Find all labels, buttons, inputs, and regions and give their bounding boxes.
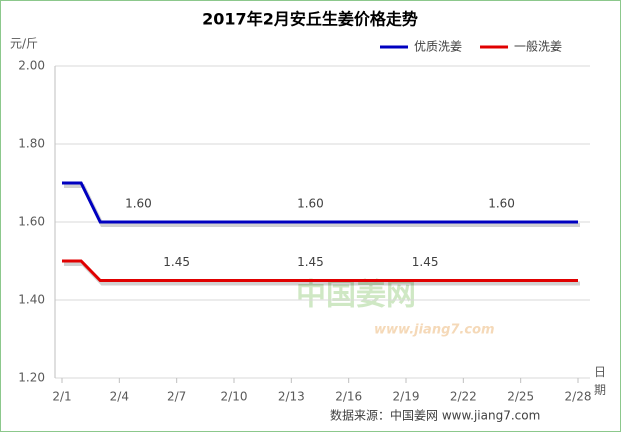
watermark: 中国姜网 — [296, 278, 416, 313]
y-tick-label: 1.20 — [18, 371, 45, 385]
x-axis-label: 日期 — [594, 365, 606, 397]
x-tick-label: 2/19 — [393, 390, 420, 404]
x-tick-label: 2/7 — [167, 390, 186, 404]
legend-label: 优质洗姜 — [414, 40, 462, 54]
y-tick-label: 1.60 — [18, 215, 45, 229]
watermark: www.jiang7.com — [374, 323, 495, 338]
data-label: 1.45 — [163, 255, 190, 269]
x-tick-label: 2/13 — [278, 390, 305, 404]
data-label: 1.60 — [297, 197, 324, 211]
data-label: 1.60 — [125, 197, 152, 211]
legend-label: 一般洗姜 — [514, 39, 562, 54]
chart-title: 2017年2月安丘生姜价格走势 — [202, 10, 418, 29]
y-tick-label: 1.80 — [18, 137, 45, 151]
source: 数据来源：中国姜网 www.jiang7.com — [330, 408, 540, 423]
line-shadow — [64, 184, 580, 227]
y-tick-label: 1.40 — [18, 293, 45, 307]
y-axis-label: 元/斤 — [10, 37, 38, 51]
x-tick-label: 2/4 — [110, 390, 129, 404]
x-tick-label: 2/1 — [52, 390, 71, 404]
x-tick-label: 2/25 — [507, 390, 534, 404]
series-line — [62, 181, 578, 224]
data-label: 1.60 — [488, 197, 515, 211]
x-tick-label: 2/22 — [450, 390, 477, 404]
y-tick-label: 2.00 — [18, 59, 45, 73]
data-label: 1.45 — [297, 255, 324, 269]
x-tick-label: 2/28 — [565, 390, 592, 404]
x-tick-label: 2/10 — [221, 390, 248, 404]
data-label: 1.45 — [412, 255, 439, 269]
x-tick-label: 2/16 — [335, 390, 362, 404]
series-line — [62, 259, 578, 282]
line-shadow — [64, 262, 580, 286]
